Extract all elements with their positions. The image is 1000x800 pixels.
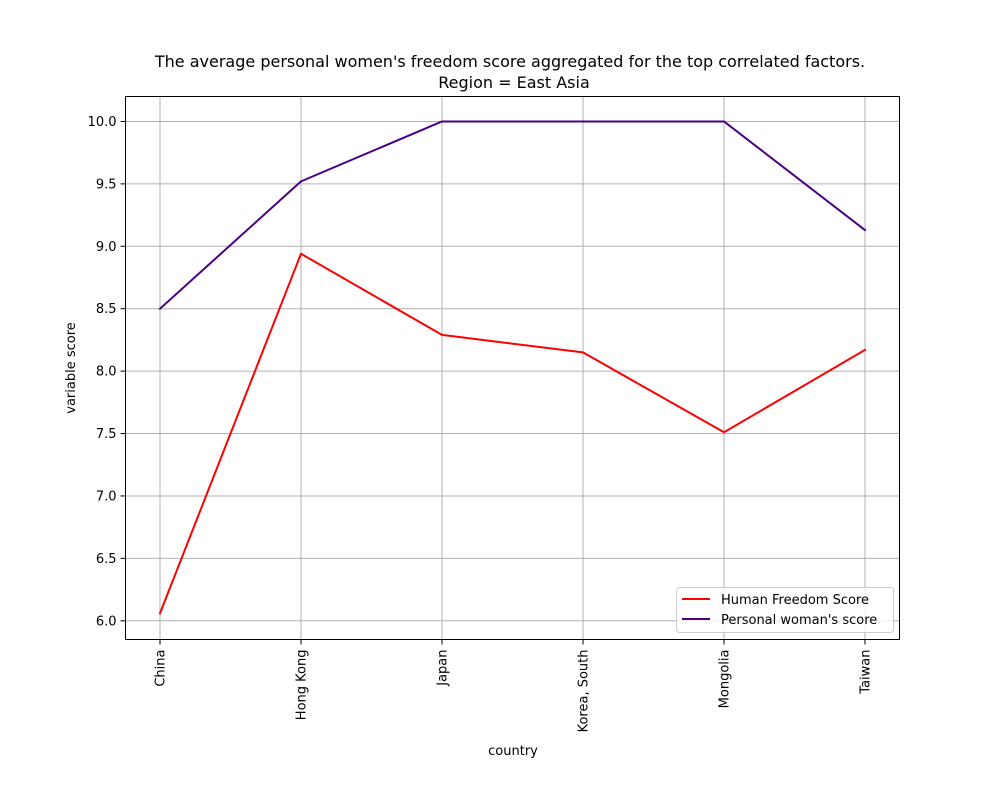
x-tick-label: Mongolia — [718, 650, 733, 709]
y-tick-label: 9.5 — [96, 177, 117, 192]
legend: Human Freedom Score Personal woman's sco… — [676, 587, 894, 633]
plot-frame — [125, 96, 900, 640]
y-axis-ticks: 6.0 6.5 7.0 7.5 8.0 8.5 9.0 9.5 10.0 — [88, 115, 126, 629]
y-tick-label: 7.0 — [96, 489, 117, 504]
x-tick-label: Japan — [436, 650, 451, 687]
grid — [125, 96, 900, 640]
series-line-human-freedom-score — [158, 252, 867, 615]
x-axis-ticks: China Hong Kong Japan Korea, South Mongolia T… — [154, 639, 874, 733]
y-tick-label: 6.0 — [96, 614, 117, 629]
y-tick-label: 10.0 — [88, 115, 117, 130]
x-tick-label: Korea, South — [577, 650, 592, 733]
legend-box — [676, 587, 894, 633]
x-tick-label: Hong Kong — [295, 650, 310, 721]
y-tick-label: 8.5 — [96, 302, 117, 317]
y-tick-label: 7.5 — [96, 427, 117, 442]
chart-title-line1: The average personal women's freedom sco… — [154, 52, 865, 71]
series-line-personal-woman-s-score — [158, 120, 867, 311]
y-axis-label: variable score — [64, 322, 79, 414]
x-tick-label: Taiwan — [859, 650, 874, 695]
y-tick-label: 9.0 — [96, 240, 117, 255]
y-tick-label: 6.5 — [96, 552, 117, 567]
legend-label-personal-womans-score: Personal woman's score — [721, 613, 877, 628]
chart-title-line2: Region = East Asia — [438, 73, 590, 92]
x-tick-label: China — [154, 650, 169, 687]
y-tick-label: 8.0 — [96, 365, 117, 380]
legend-label-human-freedom-score: Human Freedom Score — [721, 593, 869, 608]
x-axis-label: country — [488, 744, 538, 759]
series-lines — [158, 120, 867, 615]
